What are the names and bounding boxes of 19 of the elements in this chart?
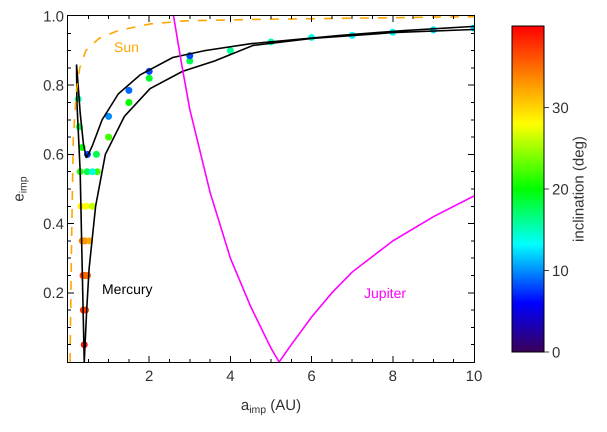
y-tick-label: 1.0 <box>43 8 64 26</box>
x-tick-label: 6 <box>307 368 316 385</box>
x-tick-label: 4 <box>226 368 235 385</box>
series-label: Jupiter <box>364 285 406 301</box>
x-tick-label: 10 <box>466 368 482 385</box>
y-tick-label: 0.4 <box>43 216 64 233</box>
color-bar-label: 0 <box>552 344 560 362</box>
color-bar-label: 10 <box>552 262 569 280</box>
series-label: Sun <box>114 39 139 55</box>
x-tick-label: 8 <box>388 368 397 385</box>
color-bar-label: 20 <box>552 181 569 198</box>
y-tick-label: 0.6 <box>43 146 64 164</box>
y-tick-label: 0.8 <box>43 77 64 94</box>
color-bar-title: inclination (deg) <box>570 136 588 242</box>
x-axis-title: a$_{imp}$ (AU) <box>240 397 302 416</box>
x-tick-label: 2 <box>145 368 154 385</box>
y-tick-label: 0.2 <box>43 285 64 302</box>
color-bar-label: 30 <box>552 100 569 117</box>
series-label: Mercury <box>102 281 153 297</box>
